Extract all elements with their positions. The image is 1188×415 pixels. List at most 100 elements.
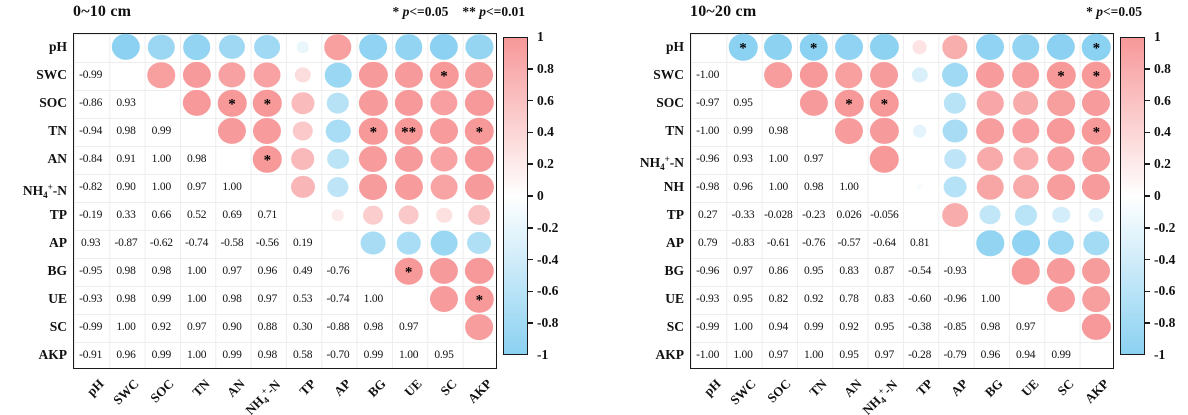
colorbar-tick — [1145, 68, 1150, 70]
corr-value: 0.97 — [186, 321, 207, 333]
colorbar-tick-label: -1 — [1154, 347, 1166, 362]
corr-circle — [326, 92, 350, 114]
row-label: SC — [666, 319, 684, 334]
corr-circle — [942, 119, 968, 143]
corr-value: -0.87 — [114, 237, 138, 249]
corr-circle — [1047, 90, 1075, 116]
corr-circle — [291, 92, 315, 114]
corr-value: -0.93 — [943, 265, 967, 277]
corr-circle — [394, 173, 423, 201]
col-label: TN — [805, 376, 830, 400]
colorbar-tick — [528, 163, 533, 165]
corr-circle — [977, 146, 1004, 172]
corr-value: -1.00 — [696, 125, 720, 137]
colorbar-tick-label: 0.2 — [1154, 156, 1171, 172]
corr-circle — [1014, 204, 1037, 226]
corr-circle — [1088, 207, 1104, 223]
corr-circle — [977, 90, 1004, 116]
significance-star: * — [440, 68, 448, 85]
corr-value: 0.98 — [222, 293, 242, 305]
corr-value: -0.60 — [908, 293, 932, 305]
corr-value: -0.57 — [837, 237, 861, 249]
corr-value: 0.81 — [909, 237, 930, 249]
significance-star: * — [263, 96, 272, 113]
significance-star: * — [263, 152, 272, 169]
corr-circle — [1011, 62, 1040, 88]
corr-value: -0.54 — [908, 265, 932, 277]
corr-circle — [360, 231, 386, 255]
corr-value: -0.62 — [149, 237, 173, 249]
row-label: NH4+-N — [639, 154, 684, 172]
corr-circle — [834, 89, 864, 117]
corr-value: 0.026 — [836, 209, 862, 221]
corr-value: 1.00 — [398, 349, 419, 361]
corr-circle — [359, 174, 388, 200]
corr-circle — [764, 33, 793, 61]
row-label: SOC — [656, 95, 684, 110]
colorbar-tick — [528, 68, 533, 70]
corr-value: -0.85 — [943, 321, 967, 333]
corr-circle — [916, 183, 924, 191]
corr-value: 1.00 — [768, 153, 789, 165]
corr-value: 0.82 — [768, 293, 789, 305]
corr-value: 0.94 — [768, 321, 789, 333]
corr-value: 0.98 — [363, 321, 384, 333]
corr-circle — [394, 117, 423, 145]
corr-circle — [294, 67, 311, 83]
colorbar-tick-label: 0.6 — [537, 92, 554, 108]
corr-circle — [218, 62, 246, 88]
col-label: SWC — [727, 376, 759, 408]
corr-value: 1.00 — [151, 181, 172, 193]
corr-value: -0.99 — [696, 321, 720, 333]
corr-value: -0.95 — [79, 265, 103, 277]
corr-value: 0.96 — [116, 349, 136, 361]
colorbar-tick — [1145, 163, 1150, 165]
colorbar-tick — [528, 227, 533, 229]
corr-circle — [253, 89, 282, 117]
col-label: SC — [1054, 376, 1077, 399]
corr-value: 0.79 — [697, 237, 718, 249]
corr-circle — [1083, 231, 1109, 255]
colorbar-tick — [1145, 227, 1150, 229]
corr-value: 0.96 — [733, 181, 753, 193]
corr-circle — [917, 156, 922, 162]
corr-circle — [148, 34, 175, 60]
corr-value: -0.74 — [326, 293, 350, 305]
corr-value: 0.27 — [697, 209, 718, 221]
corr-value: -0.93 — [79, 293, 103, 305]
corr-value: 0.98 — [116, 265, 136, 277]
corr-value: 0.86 — [768, 265, 789, 277]
corr-circle — [394, 257, 423, 285]
corr-circle — [1013, 147, 1039, 171]
row-label: TN — [48, 123, 67, 138]
corr-value: 1.00 — [980, 293, 1001, 305]
col-label: SOC — [764, 376, 794, 406]
corr-circle — [870, 117, 899, 145]
colorbar-tick-label: -0.2 — [1154, 219, 1176, 235]
corr-value: 1.00 — [733, 349, 753, 361]
corr-value: 1.00 — [186, 265, 207, 277]
corr-value: 0.98 — [116, 125, 136, 137]
corr-circle — [1082, 258, 1111, 284]
corr-circle — [325, 119, 351, 143]
corr-circle — [942, 35, 968, 59]
row-label: TN — [665, 123, 684, 138]
row-label: SC — [49, 319, 67, 334]
corr-value: 1.00 — [151, 153, 172, 165]
colorbar-tick-label: -0.8 — [1154, 315, 1176, 331]
corr-circle — [465, 314, 494, 340]
corr-circle — [1082, 33, 1111, 61]
corr-circle — [217, 89, 247, 117]
colorbar-tick-label: -0.6 — [1154, 283, 1176, 299]
row-label: TP — [49, 207, 67, 222]
corr-value: -0.64 — [872, 237, 896, 249]
corr-circle — [976, 61, 1005, 89]
colorbar-tick-label: -0.4 — [1154, 251, 1176, 267]
significance-star: * — [1057, 68, 1065, 85]
significance-star: * — [475, 124, 484, 141]
corr-circle — [430, 230, 458, 256]
corr-value: -0.83 — [731, 237, 755, 249]
corr-circle — [942, 62, 968, 88]
corr-circle — [1046, 285, 1076, 313]
corr-value: 0.99 — [803, 321, 824, 333]
